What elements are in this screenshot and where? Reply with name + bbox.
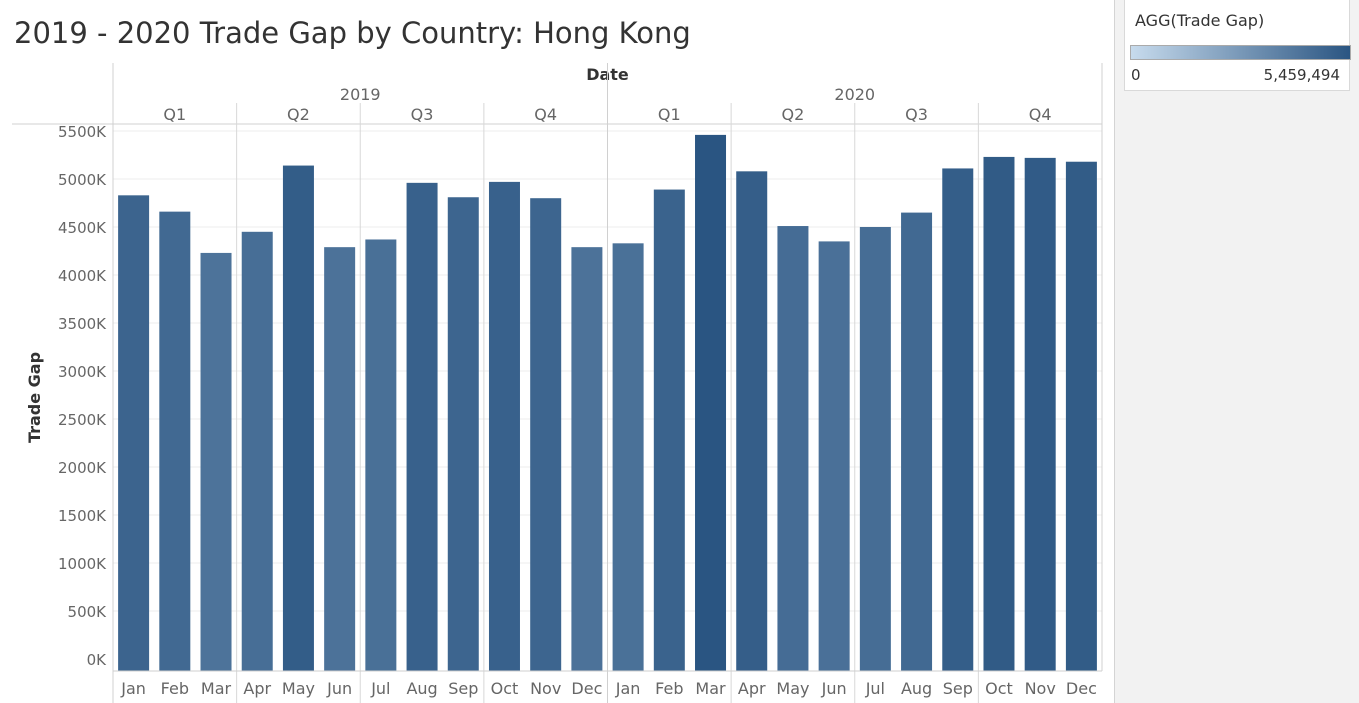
quarter-header: Q1 (163, 105, 186, 124)
quarter-header: Q3 (411, 105, 434, 124)
y-tick-label: 4500K (58, 219, 107, 237)
x-tick-label: May (282, 679, 315, 698)
x-tick-label: Jan (615, 679, 641, 698)
quarter-header: Q3 (905, 105, 928, 124)
y-tick-label: 1500K (58, 507, 107, 525)
x-tick-label: Feb (655, 679, 683, 698)
bar (1065, 161, 1097, 671)
legend-pane: AGG(Trade Gap) 0 5,459,494 (1114, 0, 1359, 703)
bar (818, 241, 850, 671)
quarter-header: Q4 (534, 105, 557, 124)
x-tick-label: Feb (161, 679, 189, 698)
y-tick-label: 4000K (58, 267, 107, 285)
quarter-header: Q4 (1029, 105, 1052, 124)
y-tick-label: 5000K (58, 171, 107, 189)
x-tick-label: Nov (530, 679, 561, 698)
legend-min-label: 0 (1131, 66, 1141, 84)
x-tick-label: Jan (120, 679, 146, 698)
x-tick-label: May (776, 679, 809, 698)
quarter-header: Q2 (782, 105, 805, 124)
x-tick-label: Nov (1025, 679, 1056, 698)
x-tick-label: Apr (243, 679, 271, 698)
bar-chart: 0K 500K 1000K 1500K 2000K 2500K 3000K 3500K 4000… (12, 63, 1103, 703)
x-tick-label: Mar (201, 679, 232, 698)
x-tick-label: Jul (865, 679, 885, 698)
x-tick-label: Aug (901, 679, 932, 698)
bar (159, 211, 191, 671)
bar (200, 252, 232, 672)
y-tick-label: 2500K (58, 411, 107, 429)
quarter-header: Q2 (287, 105, 310, 124)
bar (406, 182, 438, 671)
bar (653, 189, 685, 671)
y-tick-label: 3500K (58, 315, 107, 333)
y-tick-label: 500K (68, 603, 108, 621)
y-axis-title: Trade Gap (25, 352, 44, 443)
x-tick-label: Jul (370, 679, 390, 698)
bar (282, 165, 314, 671)
bar (571, 247, 603, 671)
x-tick-label: Sep (943, 679, 973, 698)
y-tick-label: 1000K (58, 555, 107, 573)
x-tick-label: Mar (695, 679, 726, 698)
chart-title: 2019 - 2020 Trade Gap by Country: Hong K… (14, 16, 691, 50)
bar (777, 226, 809, 672)
bar (1024, 157, 1056, 671)
x-tick-label: Dec (571, 679, 602, 698)
bar (488, 181, 520, 671)
x-tick-label: Aug (406, 679, 437, 698)
legend-title: AGG(Trade Gap) (1135, 11, 1265, 30)
legend-color-ramp (1130, 45, 1351, 60)
color-legend[interactable]: AGG(Trade Gap) 0 5,459,494 (1124, 0, 1351, 91)
bar (901, 212, 933, 671)
x-tick-label: Oct (491, 679, 519, 698)
quarter-header: Q1 (658, 105, 681, 124)
x-tick-label: Jun (821, 679, 847, 698)
x-tick-label: Sep (448, 679, 478, 698)
bar (736, 171, 768, 671)
x-tick-label: Jun (326, 679, 352, 698)
x-tick-label: Apr (738, 679, 766, 698)
bar (365, 239, 397, 672)
bar (530, 198, 562, 671)
bar (324, 247, 356, 671)
y-tick-label: 2000K (58, 459, 107, 477)
x-tick-label: Dec (1066, 679, 1097, 698)
y-tick-label: 5500K (58, 123, 107, 141)
bar (859, 227, 891, 671)
bar (695, 134, 727, 672)
year-header: 2019 (340, 85, 381, 104)
bar (942, 168, 974, 671)
y-tick-label: 0K (87, 651, 108, 669)
legend-max-label: 5,459,494 (1263, 66, 1340, 84)
bar (118, 195, 150, 671)
year-header: 2020 (834, 85, 875, 104)
bar (612, 243, 644, 671)
bar (447, 197, 479, 672)
x-tick-label: Oct (985, 679, 1013, 698)
bar (983, 156, 1015, 672)
bar (241, 231, 273, 672)
y-tick-label: 3000K (58, 363, 107, 381)
